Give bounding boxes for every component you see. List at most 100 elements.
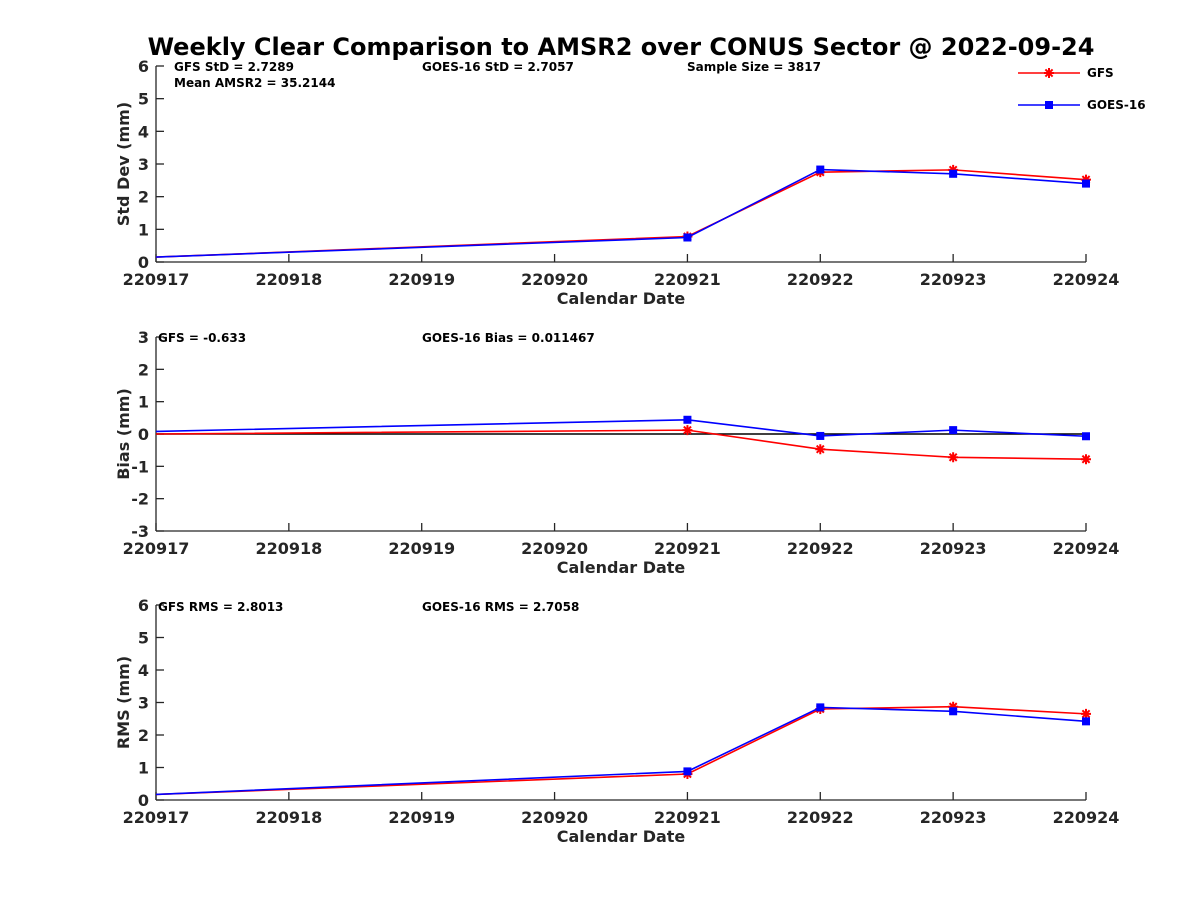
panel-stddev-ytick-label: 4 xyxy=(138,122,149,141)
panel-rms-series-gfs-point xyxy=(948,701,959,712)
panel-rms-series-goes-16-point xyxy=(1082,717,1090,726)
panel-bias-ytick-label: 3 xyxy=(138,328,149,347)
panel-bias-series-goes-16-point-shape xyxy=(1082,432,1090,441)
legend-item-gfs-marker-shape xyxy=(1044,68,1054,78)
panel-bias-series-goes-16-point-shape xyxy=(816,431,825,440)
panel-rms-series-gfs-point-shape xyxy=(1081,708,1091,719)
panel-bias-series-gfs-point xyxy=(1081,454,1091,465)
legend-item-gfs: GFS xyxy=(1018,66,1114,80)
panel-bias-series-gfs-point xyxy=(682,425,693,436)
panel-stddev-ytick-label: 5 xyxy=(138,90,149,109)
panel-bias-xtick-label: 220917 xyxy=(123,539,190,558)
panel-rms-series-gfs-point xyxy=(1081,708,1091,719)
panel-rms-series-goes-16-point-shape xyxy=(949,707,958,716)
panel-bias-xtick-label: 220923 xyxy=(920,539,987,558)
panel-bias-series-gfs-point-shape xyxy=(815,444,826,455)
panel-stddev-annotation: Mean AMSR2 = 35.2144 xyxy=(174,76,335,90)
panels: 0 1 2 3 4 5 6 220917 220918 220919 220920 220921 220… xyxy=(114,57,1119,846)
panel-bias-series-gfs-point xyxy=(815,444,826,455)
panel-bias-xtick-label: 220922 xyxy=(787,539,854,558)
panel-rms-ytick-label: 4 xyxy=(138,661,149,680)
panel-stddev-xtick-label: 220918 xyxy=(255,270,322,289)
panel-rms-series-goes-16-point-shape xyxy=(683,767,692,776)
panel-stddev: 0 1 2 3 4 5 6 220917 220918 220919 220920 220921 220… xyxy=(114,57,1119,308)
panel-stddev-series-goes-16-point xyxy=(816,165,825,174)
legend-item-goes-16-marker-shape xyxy=(1045,101,1053,109)
panel-bias-series-gfs-point xyxy=(948,452,959,463)
panel-bias-annotation: GOES-16 Bias = 0.011467 xyxy=(422,331,595,345)
panel-bias: -3 -2 -1 0 1 2 3 220917 220918 220919 220920 220921… xyxy=(114,328,1119,577)
panel-stddev-series-goes-16-line xyxy=(155,168,1087,258)
panel-stddev-series-goes-16-point-shape xyxy=(683,233,692,242)
panel-rms-ytick-label: 5 xyxy=(138,629,149,648)
panel-rms-ytick-label: 1 xyxy=(138,759,149,778)
panel-stddev-series-goes-16-point-shape xyxy=(1082,179,1090,188)
panel-bias-ytick-label: -1 xyxy=(131,457,149,476)
panel-rms-series-gfs-point-shape xyxy=(948,701,959,712)
legend-item-goes-16-label: GOES-16 xyxy=(1087,98,1146,112)
panel-bias-series-gfs-point-shape xyxy=(682,425,693,436)
legend-item-goes-16: GOES-16 xyxy=(1018,98,1146,112)
legend: GFS GOES-16 xyxy=(1018,66,1146,112)
panel-bias-series-goes-16-point-shape xyxy=(949,426,958,435)
panel-rms: 0 1 2 3 4 5 6 220917 220918 220919 220920 220921 220… xyxy=(114,596,1119,846)
panel-stddev-ytick-label: 0 xyxy=(138,253,149,272)
panel-stddev-series-gfs-line xyxy=(155,169,1087,258)
panel-bias-xtick-label: 220918 xyxy=(255,539,322,558)
panel-stddev-ytick-label: 3 xyxy=(138,155,149,174)
panel-bias-series-gfs-point-shape xyxy=(1081,454,1091,465)
panel-rms-annotation: GFS RMS = 2.8013 xyxy=(158,600,283,614)
panel-rms-xtick-label: 220917 xyxy=(123,808,190,827)
panel-stddev-ytick-label: 6 xyxy=(138,57,149,76)
panel-rms-series-goes-16-point xyxy=(683,767,692,776)
panel-stddev-ytick-label: 1 xyxy=(138,220,149,239)
panel-rms-xtick-label: 220924 xyxy=(1053,808,1120,827)
panel-stddev-xtick-label: 220923 xyxy=(920,270,987,289)
panel-rms-ytick-label: 2 xyxy=(138,726,149,745)
panel-bias-ylabel: Bias (mm) xyxy=(114,388,133,480)
panel-bias-series-gfs-point-shape xyxy=(948,452,959,463)
panel-rms-xtick-label: 220923 xyxy=(920,808,987,827)
panel-stddev-xtick-label: 220920 xyxy=(521,270,588,289)
panel-rms-series-goes-16-point-shape xyxy=(1082,717,1090,726)
panel-rms-xtick-label: 220918 xyxy=(255,808,322,827)
panel-stddev-xtick-label: 220917 xyxy=(123,270,190,289)
panel-rms-xtick-label: 220919 xyxy=(388,808,455,827)
panel-rms-xlabel: Calendar Date xyxy=(557,827,686,846)
panel-rms-xtick-label: 220922 xyxy=(787,808,854,827)
panel-stddev-xtick-label: 220922 xyxy=(787,270,854,289)
panel-bias-xtick-label: 220919 xyxy=(388,539,455,558)
panel-bias-ytick-label: -3 xyxy=(131,522,149,541)
panel-bias-series-goes-16-point xyxy=(683,415,692,424)
panel-stddev-xtick-label: 220924 xyxy=(1053,270,1120,289)
panel-stddev-annotation: Sample Size = 3817 xyxy=(687,60,821,74)
panel-stddev-xtick-label: 220919 xyxy=(388,270,455,289)
panel-bias-ytick-label: -2 xyxy=(131,490,149,509)
panel-rms-series-goes-16-point xyxy=(816,703,825,712)
panel-stddev-series-goes-16-point xyxy=(949,169,958,178)
panel-bias-ytick-label: 2 xyxy=(138,360,149,379)
panel-bias-xtick-label: 220921 xyxy=(654,539,721,558)
legend-item-goes-16-marker xyxy=(1045,101,1053,109)
panel-bias-xtick-label: 220920 xyxy=(521,539,588,558)
panel-bias-xtick-label: 220924 xyxy=(1053,539,1120,558)
panel-bias-series-goes-16-point xyxy=(816,431,825,440)
panel-rms-series-goes-16-line xyxy=(155,706,1087,796)
panel-stddev-annotation: GFS StD = 2.7289 xyxy=(174,60,294,74)
panel-rms-ytick-label: 6 xyxy=(138,596,149,615)
legend-item-gfs-marker xyxy=(1044,68,1054,78)
panel-bias-annotation: GFS = -0.633 xyxy=(158,331,246,345)
panel-stddev-xlabel: Calendar Date xyxy=(557,289,686,308)
panel-bias-series-goes-16-point xyxy=(949,426,958,435)
panel-rms-ylabel: RMS (mm) xyxy=(114,656,133,749)
figure-title: Weekly Clear Comparison to AMSR2 over CO… xyxy=(148,33,1095,61)
panel-bias-ytick-label: 0 xyxy=(138,425,149,444)
panel-rms-series-goes-16-point xyxy=(949,707,958,716)
panel-rms-ytick-label: 3 xyxy=(138,694,149,713)
panel-bias-series-goes-16-point-shape xyxy=(683,415,692,424)
panel-bias-series-goes-16-point xyxy=(1082,432,1090,441)
panel-rms-series-gfs-line xyxy=(155,705,1087,796)
panel-stddev-series-goes-16-point-shape xyxy=(949,169,958,178)
panel-stddev-series-goes-16-point-shape xyxy=(816,165,825,174)
